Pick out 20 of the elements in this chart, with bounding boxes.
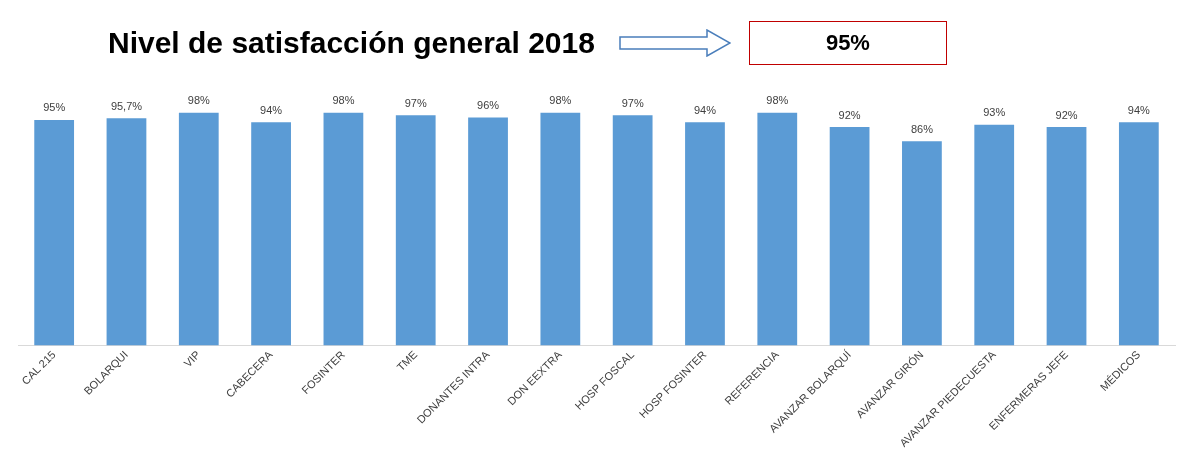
chart-title: Nivel de satisfacción general 2018 <box>108 26 595 60</box>
data-label: 94% <box>260 103 283 116</box>
data-label: 94% <box>693 103 717 116</box>
data-label: 98% <box>766 94 789 107</box>
text: 95% <box>748 21 947 65</box>
data-label: 97% <box>621 96 644 109</box>
data-label: 95% <box>43 101 66 114</box>
data-label: 96% <box>477 99 500 112</box>
x-tick-label: CAL 215 <box>19 348 58 387</box>
data-label: 98% <box>332 94 355 107</box>
x-tick-label: VIP <box>181 348 203 370</box>
data-label: 94% <box>1127 103 1151 116</box>
data-label: 95,7% <box>110 99 143 112</box>
data-label: 86% <box>910 122 934 135</box>
data-label: 97% <box>404 96 427 109</box>
data-label: 98% <box>549 94 572 107</box>
data-label: 92% <box>838 108 861 121</box>
data-label: 93% <box>983 106 1006 119</box>
data-label: 92% <box>1055 108 1078 121</box>
data-label: 98% <box>187 94 210 107</box>
